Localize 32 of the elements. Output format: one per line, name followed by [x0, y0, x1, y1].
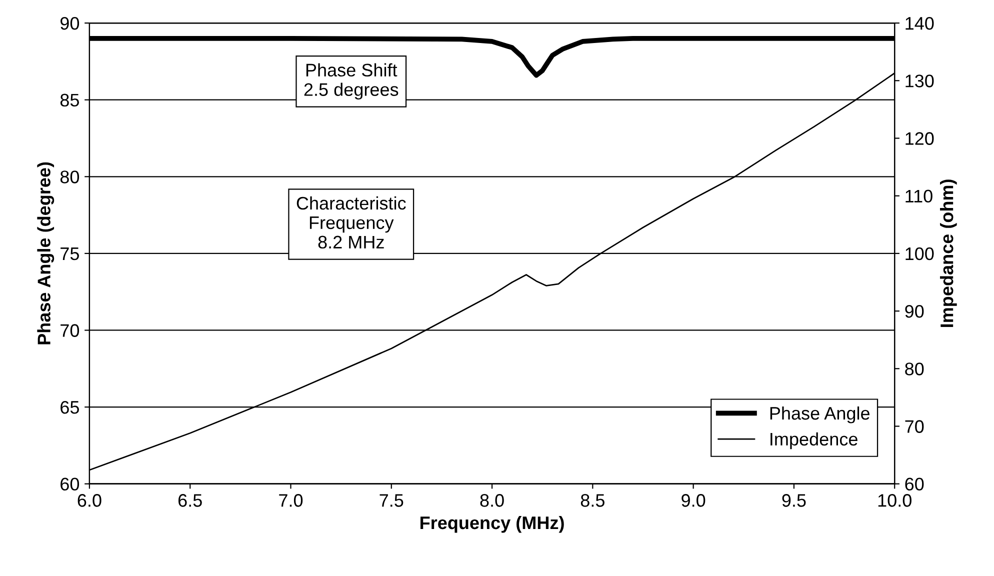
y-axis-title: Phase Angle (degree) — [37, 162, 54, 344]
y-tick-label: 75 — [60, 248, 79, 260]
y2-tick-label: 100 — [906, 247, 934, 260]
y2-tick-label: 140 — [906, 16, 934, 30]
x-tick-label: 6.5 — [178, 494, 202, 507]
y2-tick-label: 60 — [905, 478, 924, 491]
x-tick-label: 8.0 — [480, 494, 504, 507]
x-axis-title: Frequency (MHz) — [420, 516, 564, 533]
y2-axis-title: Impedance (ohm) — [940, 180, 957, 327]
y-tick-label: 70 — [60, 324, 80, 337]
y-tick-label: 90 — [60, 16, 80, 30]
y-tick-label: 65 — [60, 400, 79, 414]
x-tick-label: 7.5 — [380, 494, 404, 507]
x-tick-label: 10.0 — [878, 494, 912, 507]
x-tick-label: 8.5 — [580, 494, 604, 507]
x-tick-label: 9.0 — [682, 494, 706, 507]
y-tick-label: 80 — [60, 170, 80, 184]
legend-label: Impedence — [770, 432, 858, 450]
x-tick-label: 9.5 — [782, 494, 806, 507]
y2-tick-label: 120 — [906, 132, 934, 145]
y2-tick-label: 80 — [905, 362, 924, 376]
y-tick-label: 60 — [60, 478, 80, 491]
y2-tick-label: 110 — [906, 190, 932, 203]
annotation: Characteristic Frequency 8.2 MHz — [296, 196, 406, 249]
legend-label: Phase Angle — [770, 406, 870, 424]
y2-tick-label: 90 — [905, 304, 924, 318]
annotation: Phase Shift 2.5 degrees — [304, 63, 398, 100]
y2-tick-label: 130 — [906, 74, 934, 88]
x-tick-label: 7.0 — [279, 494, 303, 507]
x-tick-label: 6.0 — [78, 494, 102, 507]
y-tick-label: 85 — [60, 94, 79, 107]
y2-tick-label: 70 — [905, 420, 924, 433]
